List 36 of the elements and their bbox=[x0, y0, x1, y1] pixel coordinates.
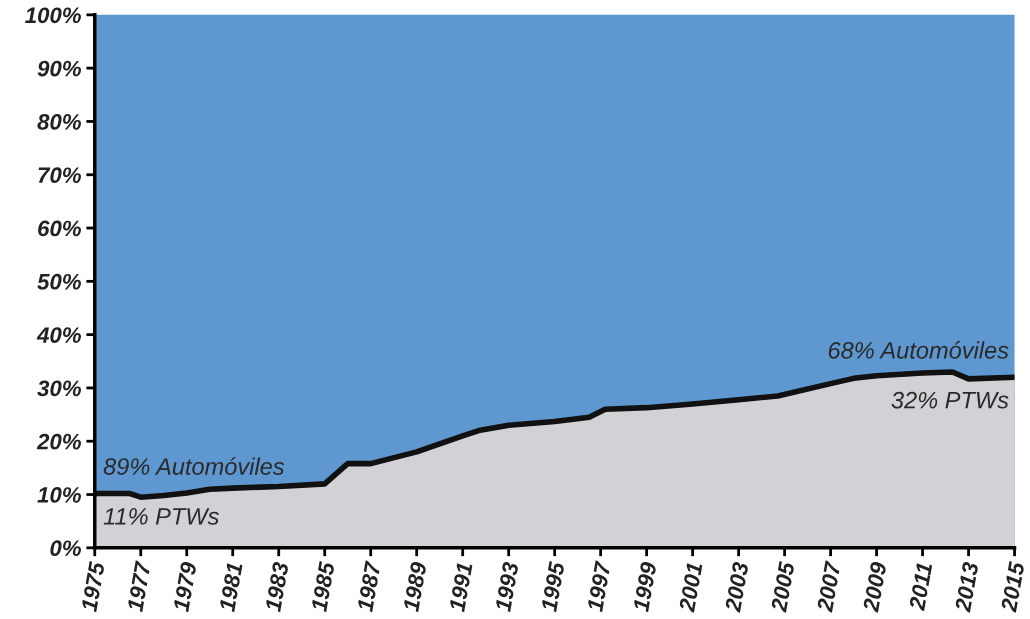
y-tick-label: 100% bbox=[25, 7, 81, 24]
x-tick-label: 2005 bbox=[770, 560, 795, 613]
x-tick-label: 2015 bbox=[1000, 560, 1025, 613]
annotation: 68% Automóviles bbox=[828, 341, 1009, 359]
y-tick-label: 70% bbox=[38, 167, 81, 184]
annotation: 89% Automóviles bbox=[103, 457, 285, 475]
x-tick-label: 2003 bbox=[724, 561, 749, 613]
x-tick-label: 2007 bbox=[816, 560, 841, 613]
x-tick-label: 1975 bbox=[80, 560, 105, 613]
annotation: 11% PTWs bbox=[103, 508, 219, 525]
x-tick-label: 1985 bbox=[310, 560, 335, 613]
x-tick-label: 2013 bbox=[954, 561, 979, 613]
y-tick-label: 10% bbox=[37, 487, 81, 503]
x-tick-label: 1977 bbox=[126, 560, 152, 613]
x-tick-label: 1979 bbox=[172, 561, 197, 613]
x-tick-label: 2009 bbox=[862, 561, 887, 613]
x-tick-label: 1991 bbox=[448, 562, 473, 613]
x-tick-label: 2001 bbox=[678, 562, 703, 613]
x-tick-label: 1987 bbox=[356, 560, 382, 613]
x-tick-label: 1989 bbox=[402, 561, 427, 613]
y-tick-label: 40% bbox=[36, 327, 81, 343]
x-tick-label: 1997 bbox=[586, 560, 611, 613]
y-tick-label: 90% bbox=[37, 60, 81, 77]
x-tick-label: 1993 bbox=[494, 561, 519, 613]
x-tick-label: 1981 bbox=[218, 562, 243, 613]
y-tick-label: 60% bbox=[38, 220, 81, 237]
x-tick-label: 1983 bbox=[264, 561, 289, 613]
y-tick-label: 20% bbox=[36, 433, 81, 450]
annotation: 32% PTWs bbox=[891, 391, 1009, 409]
x-tick-label: 1999 bbox=[632, 561, 657, 613]
x-tick-label: 1995 bbox=[540, 560, 565, 613]
y-tick-label: 0% bbox=[50, 540, 81, 557]
y-tick-label: 50% bbox=[37, 273, 81, 290]
x-tick-label: 2011 bbox=[908, 562, 933, 612]
y-tick-label: 30% bbox=[37, 380, 81, 397]
y-tick-label: 80% bbox=[37, 113, 81, 130]
